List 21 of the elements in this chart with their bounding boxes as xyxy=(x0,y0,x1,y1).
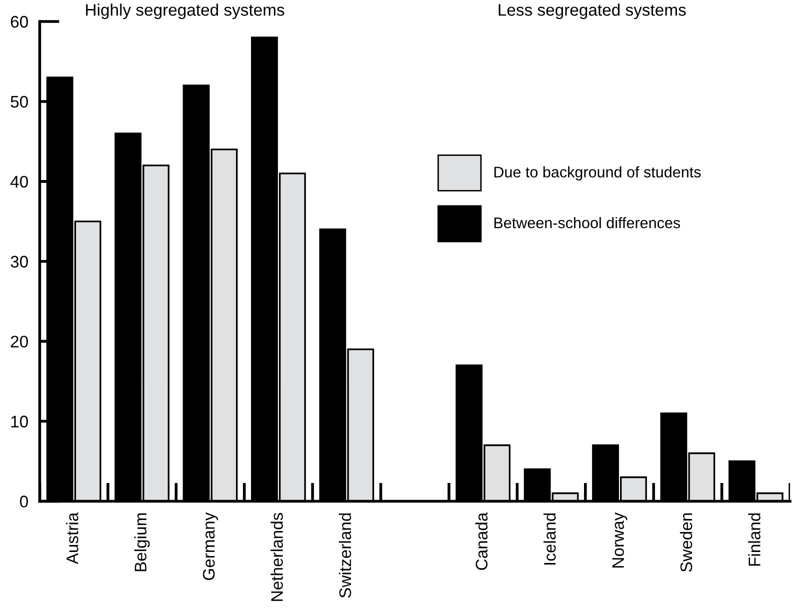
x-tick-label: Switzerland xyxy=(338,513,352,598)
y-tick-label: 10 xyxy=(11,416,28,428)
x-tick-label: Iceland xyxy=(544,513,556,565)
y-tick-label: 0 xyxy=(20,496,28,508)
y-tick-label: 30 xyxy=(10,256,28,268)
text: Less segregated systems xyxy=(498,4,686,20)
y-tick-label: 50 xyxy=(10,96,28,108)
legend-label: Due to background of students xyxy=(494,166,701,181)
x-tick-label: Finland xyxy=(748,513,760,566)
x-tick-label: Austria xyxy=(66,512,78,564)
x-tick-label: Belgium xyxy=(134,513,150,572)
x-tick-label: Canada xyxy=(475,512,488,570)
x-tick-label: Netherlands xyxy=(270,512,283,601)
y-tick-label: 40 xyxy=(10,176,28,188)
legend-label: Between-school differences xyxy=(494,217,680,228)
x-tick-label: Sweden xyxy=(680,513,692,572)
text: Highly segregated systems xyxy=(86,4,284,20)
x-tick-label: Germany xyxy=(202,512,218,580)
y-tick-label: 20 xyxy=(10,336,28,348)
y-tick-label: 60 xyxy=(10,16,28,28)
x-tick-label: Norway xyxy=(612,512,628,568)
